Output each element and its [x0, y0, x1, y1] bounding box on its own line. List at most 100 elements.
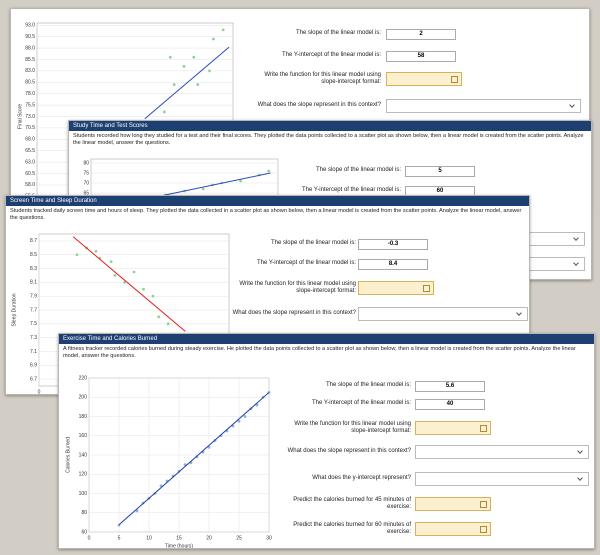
- y-tick-label: 93.0: [25, 23, 35, 29]
- data-point: [123, 280, 126, 284]
- x-tick-label: 20: [206, 535, 212, 541]
- question-label: What does the slope represent in this co…: [257, 102, 381, 109]
- y-tick-label: 75.5: [25, 102, 35, 108]
- question-label: The Y-intercept of the linear model is:: [311, 400, 411, 407]
- question-label: The Y-intercept of the linear model is:: [281, 52, 381, 59]
- y-tick-label: 75: [83, 170, 89, 176]
- data-point: [75, 253, 79, 257]
- answer-input[interactable]: [415, 421, 491, 435]
- answer-dropdown[interactable]: [415, 472, 589, 486]
- y-tick-label: 100: [79, 491, 88, 497]
- answer-box[interactable]: 5.6: [415, 380, 485, 392]
- question-label: The slope of the linear model is:: [295, 30, 381, 37]
- y-tick-label: 60.5: [25, 171, 35, 177]
- data-point: [201, 187, 205, 191]
- question-label: Write the function for this linear model…: [264, 71, 381, 86]
- data-point: [168, 55, 172, 59]
- model-line: [150, 172, 271, 199]
- y-tick-label: 78.0: [25, 91, 35, 97]
- data-point: [221, 28, 225, 32]
- card-title: Study Time and Test Scores: [69, 121, 591, 131]
- data-point: [239, 179, 243, 183]
- y-tick-label: 160: [79, 433, 88, 439]
- y-tick-label: 90.5: [25, 34, 35, 40]
- y-tick-label: 88.0: [25, 45, 35, 51]
- y-tick-label: 7.3: [30, 335, 37, 341]
- x-axis-label: Time (hours): [165, 543, 193, 549]
- y-tick-label: 8.3: [30, 266, 37, 272]
- card-title: Exercise Time and Calories Burned: [59, 334, 594, 344]
- y-axis-label: Final Score: [17, 104, 23, 130]
- data-point: [113, 274, 117, 277]
- answer-input[interactable]: [386, 72, 462, 86]
- x-tick-label: 0: [88, 535, 91, 541]
- y-tick-label: 73.0: [25, 114, 35, 120]
- data-point: [142, 287, 145, 291]
- y-tick-label: 85.5: [25, 57, 35, 63]
- data-point: [163, 110, 166, 114]
- question-label: The slope of the linear model is:: [270, 240, 356, 247]
- y-tick-label: 8.7: [30, 238, 37, 244]
- data-point: [132, 270, 136, 274]
- y-tick-label: 60: [81, 529, 87, 535]
- data-point: [151, 294, 155, 298]
- answer-box[interactable]: 58: [386, 50, 456, 62]
- card-description: A fitness tracker recorded calories burn…: [63, 346, 576, 359]
- y-tick-label: 58.0: [25, 182, 35, 188]
- scatter-chart: 60 80 100 120 140 160 180 200 220 0 5 10 15 20 25 30 Cal…: [65, 375, 272, 549]
- data-point: [208, 69, 211, 73]
- answer-dropdown[interactable]: [358, 307, 528, 321]
- data-point: [192, 55, 196, 59]
- y-tick-label: 65: [83, 190, 89, 196]
- answer-box[interactable]: 5: [405, 165, 475, 177]
- question-label: Write the function for this linear model…: [239, 280, 356, 295]
- answer-dropdown[interactable]: [415, 445, 589, 459]
- y-tick-label: 7.5: [30, 321, 37, 327]
- data-point: [182, 64, 186, 68]
- x-tick-label: 30: [266, 535, 272, 541]
- y-tick-label: 63.0: [25, 159, 35, 165]
- data-point: [157, 315, 161, 319]
- answer-input[interactable]: [415, 497, 491, 511]
- y-tick-label: 6.7: [30, 376, 37, 382]
- question-label: Predict the calories burned for 60 minut…: [293, 521, 411, 536]
- answer-box[interactable]: 40: [415, 398, 485, 410]
- y-tick-label: 83.0: [25, 68, 35, 74]
- question-label: The slope of the linear model is:: [315, 167, 401, 174]
- y-tick-label: 180: [79, 414, 88, 420]
- data-point: [94, 249, 98, 253]
- worksheet-card: Exercise Time and Calories Burned A fitne…: [58, 333, 595, 549]
- question-label: What does the y-intercept represent?: [312, 475, 411, 482]
- x-tick-label: 15: [176, 535, 182, 541]
- card-description: Students recorded how long they studied …: [73, 133, 584, 146]
- model-line: [144, 46, 230, 120]
- x-tick-label: 25: [236, 535, 242, 541]
- answer-input[interactable]: [358, 281, 434, 295]
- question-label: What does the slope represent in this co…: [232, 310, 356, 317]
- data-point: [212, 37, 215, 41]
- x-tick-label: 0: [38, 389, 41, 395]
- answer-box[interactable]: -0.3: [358, 238, 428, 250]
- y-tick-label: 8.5: [30, 252, 37, 258]
- card-title: Screen Time and Sleep Duration: [6, 196, 529, 206]
- answer-box[interactable]: 2: [386, 28, 456, 40]
- y-tick-label: 7.1: [30, 349, 37, 355]
- y-tick-label: 6.9: [30, 363, 37, 369]
- answer-box[interactable]: 8.4: [358, 258, 428, 270]
- answer-input[interactable]: [415, 522, 491, 536]
- data-point: [172, 83, 176, 86]
- answer-dropdown[interactable]: [386, 99, 581, 113]
- y-tick-label: 120: [79, 472, 88, 478]
- y-tick-label: 200: [79, 395, 88, 401]
- y-tick-label: 7.7: [30, 307, 37, 313]
- y-tick-label: 70: [83, 180, 89, 186]
- y-axis-label: Sleep Duration: [11, 293, 17, 326]
- y-tick-label: 80.5: [25, 80, 35, 86]
- question-label: Write the function for this linear model…: [294, 420, 411, 435]
- data-point: [243, 415, 247, 418]
- y-tick-label: 65.5: [25, 148, 35, 154]
- question-label: The Y-intercept of the linear model is:: [256, 260, 356, 267]
- y-tick-label: 140: [79, 452, 88, 458]
- y-axis-label: Calories Burned: [65, 437, 71, 473]
- y-tick-label: 8.1: [30, 280, 37, 286]
